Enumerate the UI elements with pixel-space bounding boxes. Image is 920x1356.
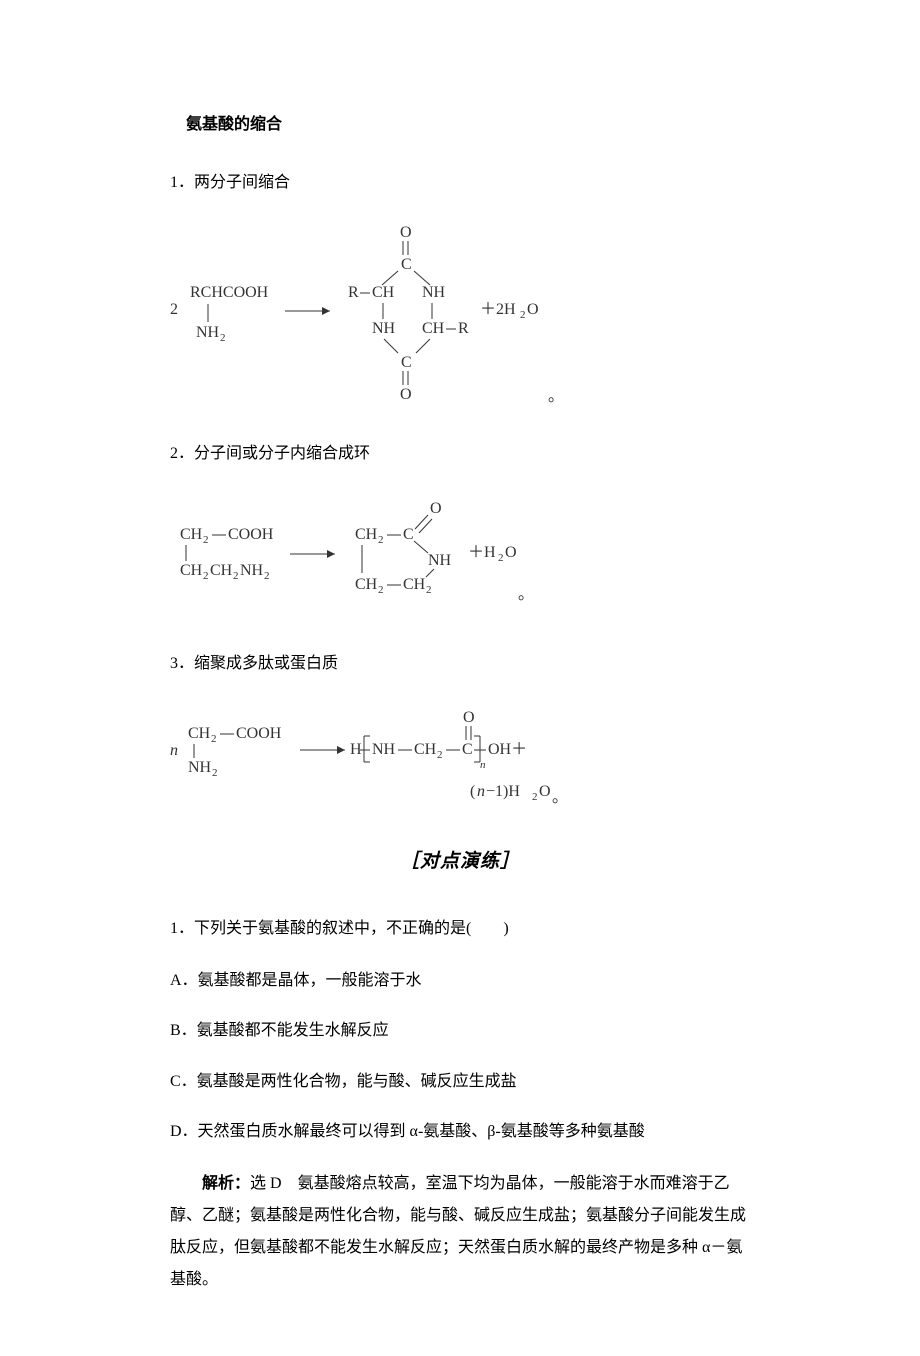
d3-r-OH: OH＋ xyxy=(488,741,527,758)
d2-rb-ch2b-sub: 2 xyxy=(426,584,432,596)
d2-lt-ch2: CH xyxy=(180,526,203,543)
exercise-header: ［对点演练］ xyxy=(170,844,750,880)
d1-left-nh-sub: 2 xyxy=(220,332,226,344)
item-3-label: 3．缩聚成多肽或蛋白质 xyxy=(170,649,750,679)
d3-lt-ch2-sub: 2 xyxy=(211,733,217,745)
d1-left-nh: NH xyxy=(196,324,220,341)
d1-plus-O: O xyxy=(527,301,539,318)
d2-plus: ＋H xyxy=(468,544,496,561)
d1-plus-2h: ＋2H xyxy=(480,301,516,318)
d2-r-O: O xyxy=(430,500,442,517)
question-stem: 1．下列关于氨基酸的叙述中，不正确的是( ) xyxy=(170,914,750,944)
d2-lt-cooh: COOH xyxy=(228,526,274,543)
d2-lb-ch2b: CH xyxy=(210,562,233,579)
d2-plus-O: O xyxy=(505,544,517,561)
d2-rt-C: C xyxy=(403,526,414,543)
d3-r-NH: NH xyxy=(372,741,396,758)
d3-r-CH: CH xyxy=(414,741,437,758)
d1-ring-O-top: O xyxy=(400,224,412,241)
d3-r-O: O xyxy=(463,709,475,726)
d2-lb-nh-sub: 2 xyxy=(264,570,270,582)
diagram-1: 2 RCHCOOH NH 2 O C R CH NH xyxy=(170,219,750,409)
diagram-2: CH 2 COOH CH 2 CH 2 NH 2 CH 2 C O NH xyxy=(170,489,750,619)
d3-lt-cooh: COOH xyxy=(236,725,282,742)
d2-rb-ch2b: CH xyxy=(403,576,426,593)
item-1-label: 1．两分子间缩合 xyxy=(170,168,750,198)
d2-rt-ch2: CH xyxy=(355,526,378,543)
analysis-block: 解析：选 D 氨基酸熔点较高，室温下均为晶体，一般能溶于水而难溶于乙醇、乙醚；氨… xyxy=(170,1168,750,1296)
option-c: C．氨基酸是两性化合物，能与酸、碱反应生成盐 xyxy=(170,1067,750,1097)
d2-lb-ch2a: CH xyxy=(180,562,203,579)
d3-tail-n: n xyxy=(477,783,485,800)
d3-r-C: C xyxy=(462,741,473,758)
d1-plus-sub: 2 xyxy=(520,309,526,321)
d1-ring-CH-tl: CH xyxy=(372,284,395,301)
d3-lt-ch2: CH xyxy=(188,725,211,742)
d1-left-top: RCHCOOH xyxy=(190,284,269,301)
d2-rb-ch2a: CH xyxy=(355,576,378,593)
option-a: A．氨基酸都是晶体，一般能溶于水 xyxy=(170,966,750,996)
d1-ring-R-tl: R xyxy=(348,284,359,301)
d1-coeff-2: 2 xyxy=(170,301,178,318)
d1-ring-O-bot: O xyxy=(400,386,412,403)
d2-period: 。 xyxy=(518,586,534,603)
d2-rb-ch2a-sub: 2 xyxy=(378,584,384,596)
d1-ring: O C R CH NH NH CH R xyxy=(348,224,469,403)
analysis-answer: 选 D xyxy=(250,1175,282,1192)
d1-ring-C-top: C xyxy=(401,256,412,273)
d2-r-NH: NH xyxy=(428,552,452,569)
d2-lb-ch2b-sub: 2 xyxy=(233,570,239,582)
d3-n: n xyxy=(170,742,178,759)
d1-ring-NH-tr: NH xyxy=(422,284,446,301)
d2-lt-ch2-sub: 2 xyxy=(203,534,209,546)
d3-tail-sub: 2 xyxy=(532,791,538,803)
d1-ring-R-br: R xyxy=(458,320,469,337)
d3-r-CH-sub: 2 xyxy=(437,749,443,761)
d1-ring-CH-br: CH xyxy=(422,320,445,337)
d2-plus-sub: 2 xyxy=(498,552,504,564)
d2-rt-ch2-sub: 2 xyxy=(378,534,384,546)
item-2-label: 2．分子间或分子内缩合成环 xyxy=(170,439,750,469)
d3-tail-O: O xyxy=(539,783,551,800)
d2-lb-nh: NH xyxy=(240,562,264,579)
d1-period: 。 xyxy=(548,388,564,405)
analysis-label: 解析： xyxy=(202,1175,250,1192)
d3-lb-nh-sub: 2 xyxy=(212,767,218,779)
d1-ring-C-bot: C xyxy=(401,354,412,371)
d3-lb-nh: NH xyxy=(188,759,212,776)
d3-period: 。 xyxy=(552,789,568,806)
d3-tail-open: ( xyxy=(470,783,475,800)
diagram-3: n CH 2 COOH NH 2 H NH CH 2 xyxy=(170,700,750,810)
d3-r-n: n xyxy=(480,759,486,771)
option-d: D．天然蛋白质水解最终可以得到 α-氨基酸、β-氨基酸等多种氨基酸 xyxy=(170,1117,750,1147)
d3-tail-minus: −1)H xyxy=(486,783,520,800)
d2-lb-ch2a-sub: 2 xyxy=(203,570,209,582)
option-b: B．氨基酸都不能发生水解反应 xyxy=(170,1016,750,1046)
d1-ring-NH-bl: NH xyxy=(372,320,396,337)
section-title: 氨基酸的缩合 xyxy=(170,110,750,140)
